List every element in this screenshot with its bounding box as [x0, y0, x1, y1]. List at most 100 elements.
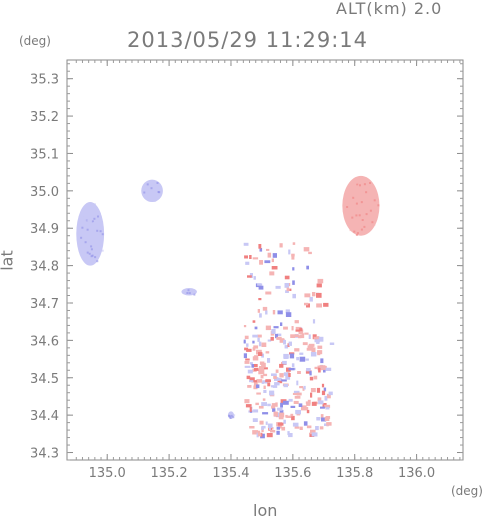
- echo-pixel: [317, 397, 322, 402]
- echo-region-tiny-blob: [227, 411, 236, 419]
- echo-blob: [342, 175, 380, 236]
- echo-pixel: [308, 334, 311, 339]
- echo-pixel: [261, 353, 264, 358]
- echo-blob: [181, 288, 197, 296]
- echo-pixel: [321, 417, 327, 422]
- echo-pixel: [186, 292, 189, 294]
- echo-pixel: [361, 219, 364, 221]
- echo-pixel: [325, 407, 330, 410]
- echo-pixel: [262, 398, 266, 401]
- echo-pixel: [265, 351, 270, 354]
- echo-pixel: [284, 283, 289, 288]
- echo-pixel: [377, 204, 380, 207]
- echo-pixel: [276, 336, 282, 340]
- echo-pixel: [257, 430, 261, 434]
- echo-pixel: [90, 255, 93, 258]
- echo-pixel: [94, 256, 97, 259]
- echo-pixel: [292, 293, 296, 299]
- echo-pixel: [352, 181, 355, 184]
- echo-pixel: [283, 353, 289, 359]
- echo-pixel: [277, 378, 282, 381]
- echo-pixel: [256, 392, 261, 395]
- echo-pixel: [97, 234, 100, 237]
- echo-pixel: [253, 345, 259, 349]
- echo-pixel: [355, 214, 358, 217]
- echo-pixel: [289, 353, 295, 359]
- echo-pixel: [101, 233, 104, 236]
- echo-pixel: [281, 426, 286, 431]
- echo-pixel: [275, 369, 279, 373]
- echo-pixel: [302, 342, 308, 346]
- echo-pixel: [265, 421, 268, 425]
- tick-group: 135.0 135.2 135.4 135.6 135.8 136.0 34.3 34.4 34…: [30, 60, 463, 481]
- echo-pixel: [257, 283, 263, 286]
- echo-pixel: [272, 408, 276, 412]
- echo-pixel: [99, 230, 102, 233]
- echo-pixel: [292, 242, 296, 245]
- echo-pixel: [373, 199, 376, 202]
- echo-pixel: [259, 366, 265, 370]
- echo-pixel: [314, 338, 318, 342]
- echo-pixel: [246, 375, 251, 380]
- echo-pixel: [78, 238, 81, 241]
- echo-pixel: [317, 278, 324, 284]
- echo-pixel: [150, 187, 153, 190]
- echo-pixel: [271, 258, 274, 263]
- echo-pixel: [304, 302, 309, 306]
- echo-pixel: [299, 386, 304, 389]
- echo-pixel: [249, 377, 255, 381]
- echo-pixel: [258, 352, 263, 356]
- echo-pixel: [255, 402, 259, 406]
- echo-pixel: [320, 414, 324, 419]
- y-tick-label: 34.9: [30, 222, 59, 237]
- echo-pixel: [288, 367, 295, 371]
- echo-pixel: [316, 341, 320, 344]
- echo-pixel: [314, 366, 320, 370]
- echo-pixel: [244, 399, 250, 404]
- echo-pixel: [252, 320, 256, 323]
- echo-pixel: [360, 231, 363, 234]
- y-tick-label: 34.8: [30, 260, 59, 275]
- echo-pixel: [260, 432, 263, 437]
- echo-pixel: [275, 402, 278, 407]
- echo-pixel: [260, 433, 265, 439]
- echo-pixel: [256, 432, 259, 438]
- echo-pixel: [290, 334, 296, 338]
- echo-pixel: [292, 267, 295, 271]
- echo-pixel: [157, 191, 160, 193]
- echo-pixel: [294, 348, 300, 352]
- echo-pixel: [306, 425, 312, 429]
- echo-pixel: [285, 312, 292, 317]
- echo-pixel: [281, 338, 285, 341]
- echo-pixel: [285, 309, 290, 314]
- echo-pixel: [362, 215, 365, 218]
- echo-pixel: [299, 426, 303, 430]
- echo-pixel: [253, 276, 256, 280]
- echo-blob: [76, 202, 105, 266]
- echo-pixel: [363, 183, 366, 186]
- echo-pixel: [351, 216, 354, 219]
- echo-pixel: [269, 390, 275, 396]
- echo-pixel: [284, 275, 290, 280]
- echo-pixel: [253, 382, 258, 386]
- echo-pixel: [270, 385, 274, 388]
- echo-pixel: [309, 376, 314, 381]
- echo-pixel: [289, 352, 295, 355]
- echo-pixel: [283, 326, 288, 330]
- echo-pixel: [272, 310, 276, 315]
- echo-pixel: [357, 181, 360, 184]
- echo-pixel: [363, 225, 366, 228]
- echo-pixel: [365, 213, 368, 216]
- echo-pixel: [280, 402, 283, 408]
- echo-pixel: [298, 329, 304, 335]
- echo-pixel: [311, 401, 317, 406]
- echo-pixel: [325, 416, 331, 419]
- echo-pixel: [295, 326, 302, 330]
- echo-pixel: [85, 261, 88, 264]
- echo-pixel: [250, 362, 253, 365]
- echo-pixel: [296, 380, 299, 386]
- echo-pixel: [249, 426, 255, 429]
- x-tick-label: 135.6: [274, 466, 311, 481]
- echo-pixel: [356, 206, 359, 208]
- echo-pixel: [287, 343, 290, 347]
